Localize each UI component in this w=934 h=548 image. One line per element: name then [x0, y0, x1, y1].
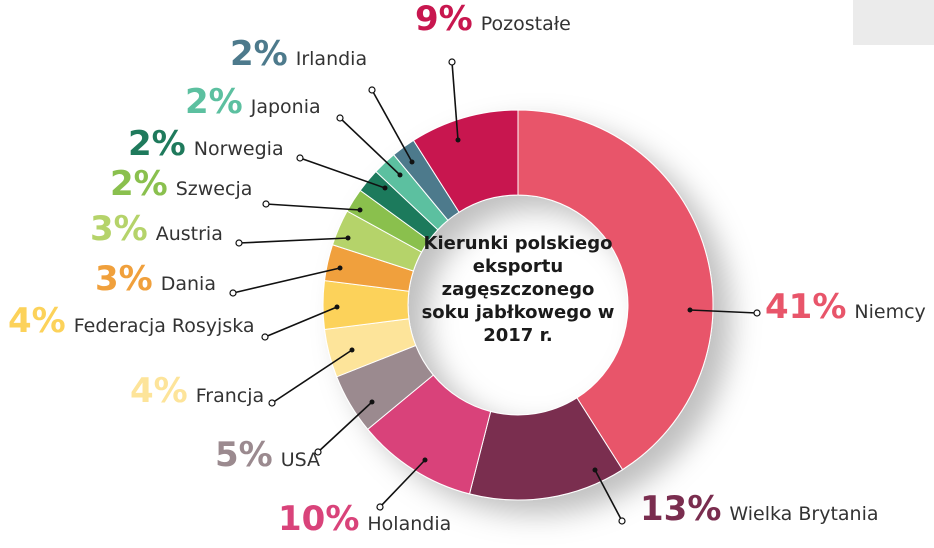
- background-panel: [853, 0, 934, 45]
- leader-end: [349, 347, 355, 353]
- category-label: Norwegia: [194, 138, 284, 160]
- category-label: Wielka Brytania: [729, 503, 878, 525]
- category-label: USA: [281, 449, 320, 471]
- value-label: 2%: [110, 164, 168, 204]
- leader-end: [345, 235, 351, 241]
- value-label: 41%: [765, 287, 846, 327]
- leader-line: [232, 267, 341, 294]
- leader-line: [271, 349, 353, 404]
- value-label: 2%: [230, 34, 288, 74]
- value-label: 3%: [90, 209, 148, 249]
- leader-dot: [336, 114, 344, 122]
- category-label: Irlandia: [296, 48, 367, 70]
- leader-end: [397, 172, 403, 178]
- value-label: 2%: [185, 82, 243, 122]
- slice-label: 4% Francja: [130, 371, 264, 411]
- value-label: 4%: [130, 371, 188, 411]
- leader-dot: [314, 448, 322, 456]
- leader-dot: [268, 399, 276, 407]
- value-label: 5%: [215, 435, 273, 475]
- leader-dot: [368, 86, 376, 94]
- leader-end: [409, 159, 415, 165]
- leader-end: [334, 304, 340, 310]
- leader-end: [337, 265, 343, 271]
- leader-end: [422, 457, 428, 463]
- leader-line: [264, 306, 338, 338]
- chart-title: Kierunki polskiego eksportu zagęszczoneg…: [421, 233, 615, 346]
- category-label: Pozostałe: [481, 13, 571, 35]
- category-label: Japonia: [250, 96, 321, 118]
- value-label: 13%: [640, 489, 721, 529]
- category-label: Niemcy: [854, 301, 925, 323]
- leader-dot: [448, 58, 456, 66]
- slice-label: 2% Irlandia: [230, 34, 367, 74]
- donut-slice: [517, 109, 714, 471]
- leader-line: [238, 237, 349, 244]
- slice-label: 3% Dania: [95, 259, 216, 299]
- leader-end: [455, 137, 461, 143]
- value-label: 9%: [415, 0, 473, 39]
- slice-label: 4% Federacja Rosyjska: [8, 301, 255, 341]
- leader-end: [382, 185, 388, 191]
- leader-dot: [618, 517, 626, 525]
- category-label: Austria: [156, 223, 223, 245]
- leader-dot: [376, 503, 384, 511]
- slice-label: 2% Norwegia: [128, 124, 284, 164]
- slice-label: 2% Japonia: [185, 82, 321, 122]
- leader-line: [299, 157, 386, 189]
- value-label: 4%: [8, 301, 66, 341]
- slice-label: 13% Wielka Brytania: [640, 489, 879, 529]
- leader-dot: [753, 309, 761, 317]
- leader-line: [451, 61, 459, 141]
- leader-line: [379, 459, 426, 508]
- labels: 41% Niemcy 13% Wielka Brytania 10% Holandia 5%…: [8, 0, 926, 539]
- slice-label: 2% Szwecja: [110, 164, 252, 204]
- leader-dot: [296, 154, 304, 162]
- leader-line: [689, 309, 758, 314]
- value-label: 10%: [278, 499, 359, 539]
- category-label: Holandia: [367, 513, 451, 535]
- leader-dot: [229, 289, 237, 297]
- leader-end: [369, 399, 375, 405]
- slice-label: 5% USA: [215, 435, 320, 475]
- leader-line: [339, 117, 401, 176]
- slice-label: 10% Holandia: [278, 499, 451, 539]
- donut-slice: [412, 109, 519, 213]
- leader-end: [592, 467, 598, 473]
- leader-dot: [261, 333, 269, 341]
- leader-line: [317, 401, 373, 453]
- leader-line: [371, 89, 413, 163]
- value-label: 3%: [95, 259, 153, 299]
- leader-line: [594, 469, 623, 522]
- category-label: Dania: [161, 273, 216, 295]
- leader-end: [357, 207, 363, 213]
- slice-label: 9% Pozostałe: [415, 0, 571, 39]
- leader-dot: [262, 200, 270, 208]
- leader-dot: [235, 239, 243, 247]
- value-label: 2%: [128, 124, 186, 164]
- category-label: Francja: [196, 385, 264, 407]
- slice-label: 3% Austria: [90, 209, 223, 249]
- category-label: Szwecja: [176, 178, 253, 200]
- category-label: Federacja Rosyjska: [74, 315, 255, 337]
- donut: [322, 109, 714, 501]
- leader-line: [265, 203, 361, 211]
- leader-end: [687, 307, 693, 313]
- slice-label: 41% Niemcy: [765, 287, 926, 327]
